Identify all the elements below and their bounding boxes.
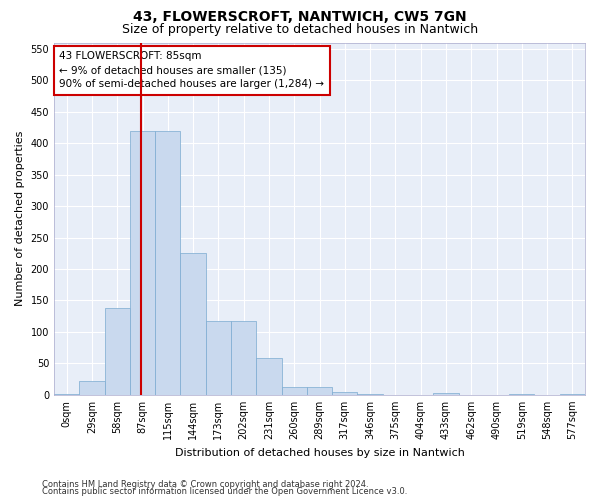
Text: Size of property relative to detached houses in Nantwich: Size of property relative to detached ho… bbox=[122, 22, 478, 36]
Bar bbox=[433, 393, 458, 395]
Bar bbox=[231, 321, 256, 395]
Bar bbox=[509, 394, 535, 395]
Bar bbox=[181, 254, 206, 395]
Text: Contains public sector information licensed under the Open Government Licence v3: Contains public sector information licen… bbox=[42, 487, 407, 496]
X-axis label: Distribution of detached houses by size in Nantwich: Distribution of detached houses by size … bbox=[175, 448, 464, 458]
Bar bbox=[54, 394, 79, 395]
Bar bbox=[307, 386, 332, 395]
Bar bbox=[206, 320, 231, 395]
Bar bbox=[358, 394, 383, 395]
Bar bbox=[104, 308, 130, 395]
Y-axis label: Number of detached properties: Number of detached properties bbox=[15, 131, 25, 306]
Bar bbox=[155, 130, 181, 395]
Bar bbox=[130, 130, 155, 395]
Bar bbox=[256, 358, 281, 395]
Text: 43, FLOWERSCROFT, NANTWICH, CW5 7GN: 43, FLOWERSCROFT, NANTWICH, CW5 7GN bbox=[133, 10, 467, 24]
Bar bbox=[281, 386, 307, 395]
Text: Contains HM Land Registry data © Crown copyright and database right 2024.: Contains HM Land Registry data © Crown c… bbox=[42, 480, 368, 489]
Bar bbox=[79, 381, 104, 395]
Bar bbox=[332, 392, 358, 395]
Bar bbox=[560, 394, 585, 395]
Text: 43 FLOWERSCROFT: 85sqm
← 9% of detached houses are smaller (135)
90% of semi-det: 43 FLOWERSCROFT: 85sqm ← 9% of detached … bbox=[59, 52, 325, 90]
